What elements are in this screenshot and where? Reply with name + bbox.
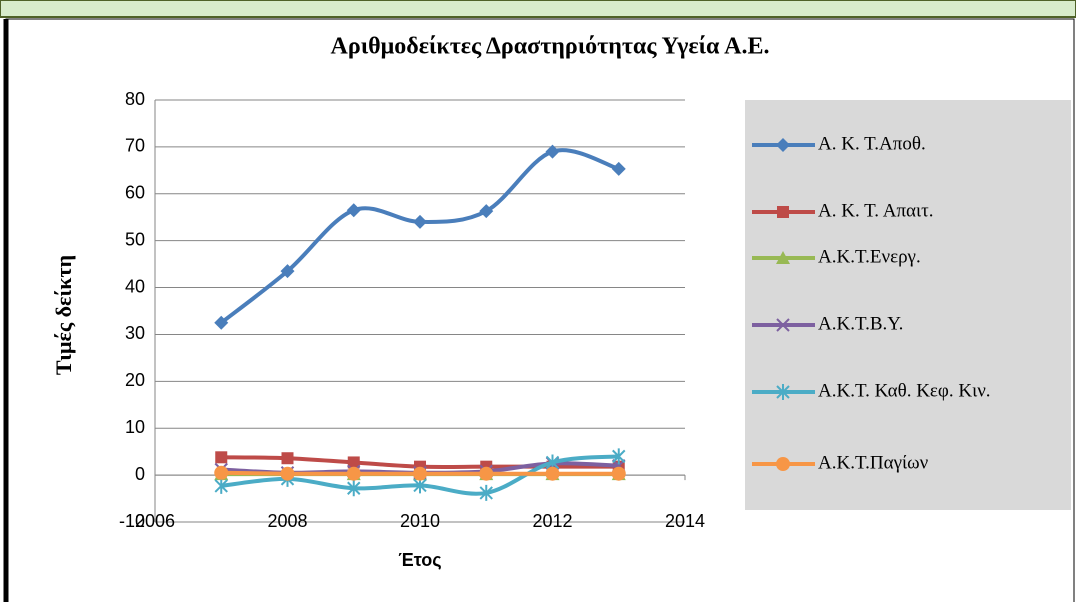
legend-marker — [776, 457, 790, 471]
legend-marker — [777, 206, 789, 218]
data-point — [611, 161, 626, 176]
x-tick-label: 2012 — [532, 511, 572, 531]
legend-box — [745, 100, 1071, 510]
legend-label: Α.Κ.Τ.Παγίων — [818, 452, 929, 473]
data-point — [280, 264, 295, 279]
y-tick-label: 30 — [125, 323, 145, 343]
data-point — [281, 452, 294, 465]
chart-title: Αριθμοδείκτες Δραστηριότητας Υγεία Α.Ε. — [331, 34, 770, 60]
y-tick-label: 10 — [125, 417, 145, 437]
y-axis-label: Τιμές δείκτη — [51, 255, 76, 375]
legend-marker — [776, 318, 790, 332]
x-tick-label: 2008 — [267, 511, 307, 531]
x-tick-label: 2010 — [400, 511, 440, 531]
legend-marker — [776, 138, 790, 152]
y-tick-label: 40 — [125, 276, 145, 296]
y-tick-label: -10 — [119, 511, 145, 531]
y-tick-label: 0 — [135, 464, 145, 484]
x-axis-label: Έτος — [398, 550, 441, 570]
y-tick-label: 60 — [125, 183, 145, 203]
x-tick-label: 2006 — [135, 511, 175, 531]
data-point — [479, 466, 494, 481]
legend-label: Α.Κ.Τ.Β.Υ. — [818, 313, 903, 334]
data-point — [347, 456, 360, 469]
y-tick-label: 80 — [125, 89, 145, 109]
legend-label: Α. Κ. Τ. Απαιτ. — [818, 200, 934, 221]
data-point — [346, 466, 361, 481]
data-point — [479, 204, 494, 219]
y-tick-label: 20 — [125, 370, 145, 390]
data-point — [214, 477, 228, 494]
header-bar — [0, 0, 1076, 18]
legend-label: Α.Κ.Τ.Ενεργ. — [818, 246, 921, 267]
legend-marker — [776, 251, 790, 264]
data-point — [545, 144, 560, 159]
data-point — [545, 466, 560, 481]
legend-label: Α. Κ. Τ.Αποθ. — [818, 133, 926, 154]
data-point — [214, 315, 229, 330]
data-point — [611, 466, 626, 481]
data-point — [215, 451, 228, 464]
x-tick-label: 2014 — [665, 511, 705, 531]
y-tick-label: 50 — [125, 229, 145, 249]
data-point — [413, 214, 427, 229]
y-tick-label: 70 — [125, 136, 145, 156]
data-point — [346, 203, 361, 218]
data-point — [413, 466, 427, 481]
data-point — [612, 448, 626, 465]
data-point — [479, 484, 493, 501]
legend-marker — [776, 384, 790, 400]
legend-label: Α.Κ.Τ. Καθ. Κεφ. Κιν. — [818, 380, 991, 401]
data-point — [280, 466, 295, 481]
data-point — [347, 480, 361, 497]
data-point — [214, 465, 229, 480]
